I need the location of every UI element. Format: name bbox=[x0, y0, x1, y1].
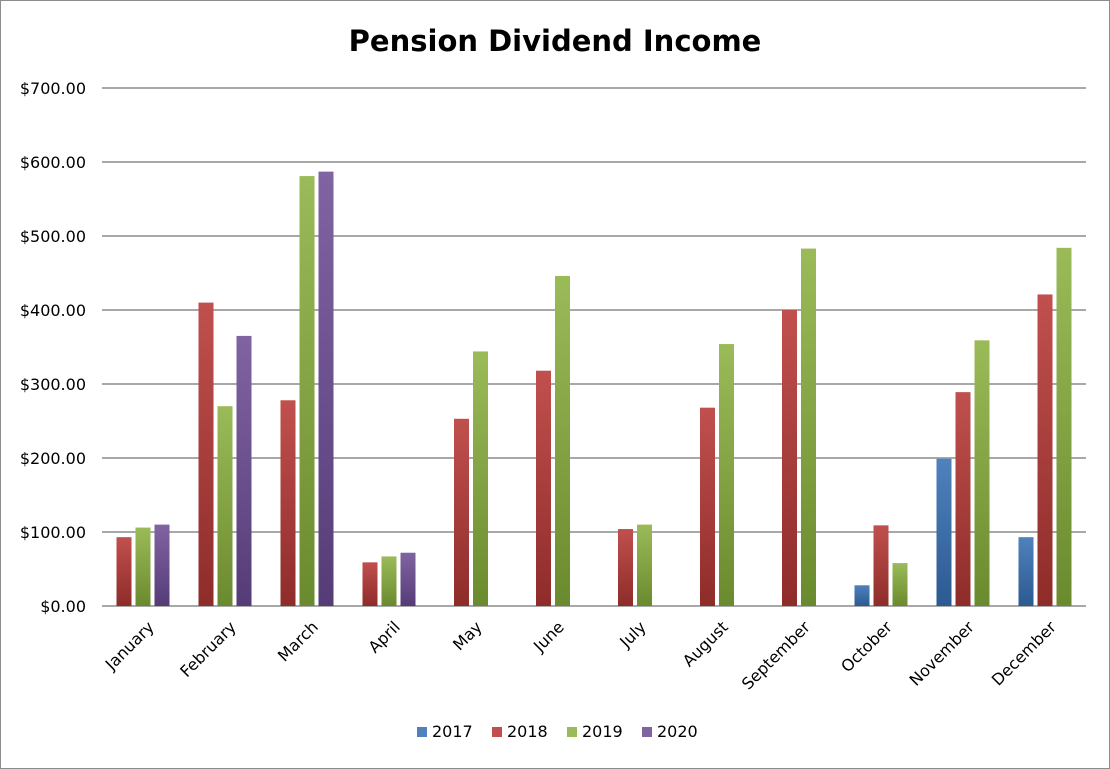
bar-2017-november bbox=[936, 458, 952, 606]
bar-2018-october bbox=[873, 525, 889, 606]
y-tick-label: $500.00 bbox=[20, 227, 86, 246]
bar-2020-april bbox=[400, 552, 416, 606]
legend-label-2017: 2017 bbox=[432, 722, 473, 741]
legend-swatch-2017 bbox=[417, 727, 427, 737]
y-tick-label: $600.00 bbox=[20, 153, 86, 172]
y-tick-label: $400.00 bbox=[20, 301, 86, 320]
y-tick-label: $0.00 bbox=[40, 597, 86, 616]
bar-2019-february bbox=[217, 406, 233, 606]
bar-2019-april bbox=[381, 556, 397, 606]
x-tick-label: May bbox=[449, 617, 486, 654]
x-tick-label: June bbox=[529, 617, 568, 656]
bar-2018-july bbox=[618, 529, 633, 606]
bar-2020-march bbox=[318, 171, 334, 606]
bar-2018-november bbox=[955, 392, 971, 606]
legend: 2017 2018 2019 2020 bbox=[417, 722, 698, 741]
bar-2019-august bbox=[719, 344, 734, 606]
bar-2019-june bbox=[555, 275, 570, 606]
bar-2017-october bbox=[854, 585, 870, 606]
bar-2018-march bbox=[280, 400, 296, 606]
gridlines bbox=[102, 87, 1086, 607]
x-tick-label: January bbox=[101, 617, 158, 674]
bar-2019-july bbox=[637, 524, 652, 606]
legend-swatch-2018 bbox=[492, 727, 502, 737]
legend-label-2018: 2018 bbox=[507, 722, 548, 741]
bar-2018-june bbox=[536, 370, 551, 606]
bar-2019-march bbox=[299, 176, 315, 606]
x-tick-label: April bbox=[365, 617, 404, 656]
bar-2020-february bbox=[236, 335, 252, 606]
bar-2019-january bbox=[135, 527, 151, 606]
bar-2018-april bbox=[362, 562, 378, 606]
legend-label-2020: 2020 bbox=[657, 722, 698, 741]
x-tick-label: October bbox=[837, 617, 896, 676]
bar-2018-january bbox=[116, 537, 132, 606]
y-tick-label: $200.00 bbox=[20, 449, 86, 468]
y-axis-tick-labels: $0.00 $100.00 $200.00 $300.00 $400.00 $500.00… bbox=[20, 79, 86, 616]
legend-swatch-2020 bbox=[642, 727, 652, 737]
x-tick-label: July bbox=[615, 617, 649, 651]
x-tick-label: August bbox=[679, 617, 732, 670]
x-tick-label: March bbox=[274, 617, 322, 665]
bar-2018-september bbox=[782, 310, 797, 606]
bar-2018-may bbox=[454, 418, 469, 606]
bar-2019-september bbox=[801, 248, 816, 606]
bar-2019-december bbox=[1056, 247, 1072, 606]
bar-2018-february bbox=[198, 302, 214, 606]
x-tick-label: September bbox=[738, 617, 814, 693]
x-tick-label: February bbox=[176, 617, 240, 681]
y-tick-label: $100.00 bbox=[20, 523, 86, 542]
bar-2019-october bbox=[892, 563, 908, 606]
bars bbox=[116, 171, 1072, 606]
legend-label-2019: 2019 bbox=[582, 722, 623, 741]
bar-2019-november bbox=[974, 340, 990, 606]
x-tick-label: December bbox=[988, 617, 1060, 689]
bar-2019-may bbox=[473, 351, 488, 606]
bar-2018-december bbox=[1037, 294, 1053, 606]
legend-swatch-2019 bbox=[567, 727, 577, 737]
bar-2018-august bbox=[700, 407, 715, 606]
y-tick-label: $700.00 bbox=[20, 79, 86, 98]
chart-title: Pension Dividend Income bbox=[349, 24, 762, 58]
bar-2020-january bbox=[154, 524, 170, 606]
y-tick-label: $300.00 bbox=[20, 375, 86, 394]
x-axis-tick-labels: January February March April May June July Augu… bbox=[101, 617, 1060, 693]
bar-2017-december bbox=[1018, 537, 1034, 606]
x-tick-label: November bbox=[906, 617, 979, 690]
